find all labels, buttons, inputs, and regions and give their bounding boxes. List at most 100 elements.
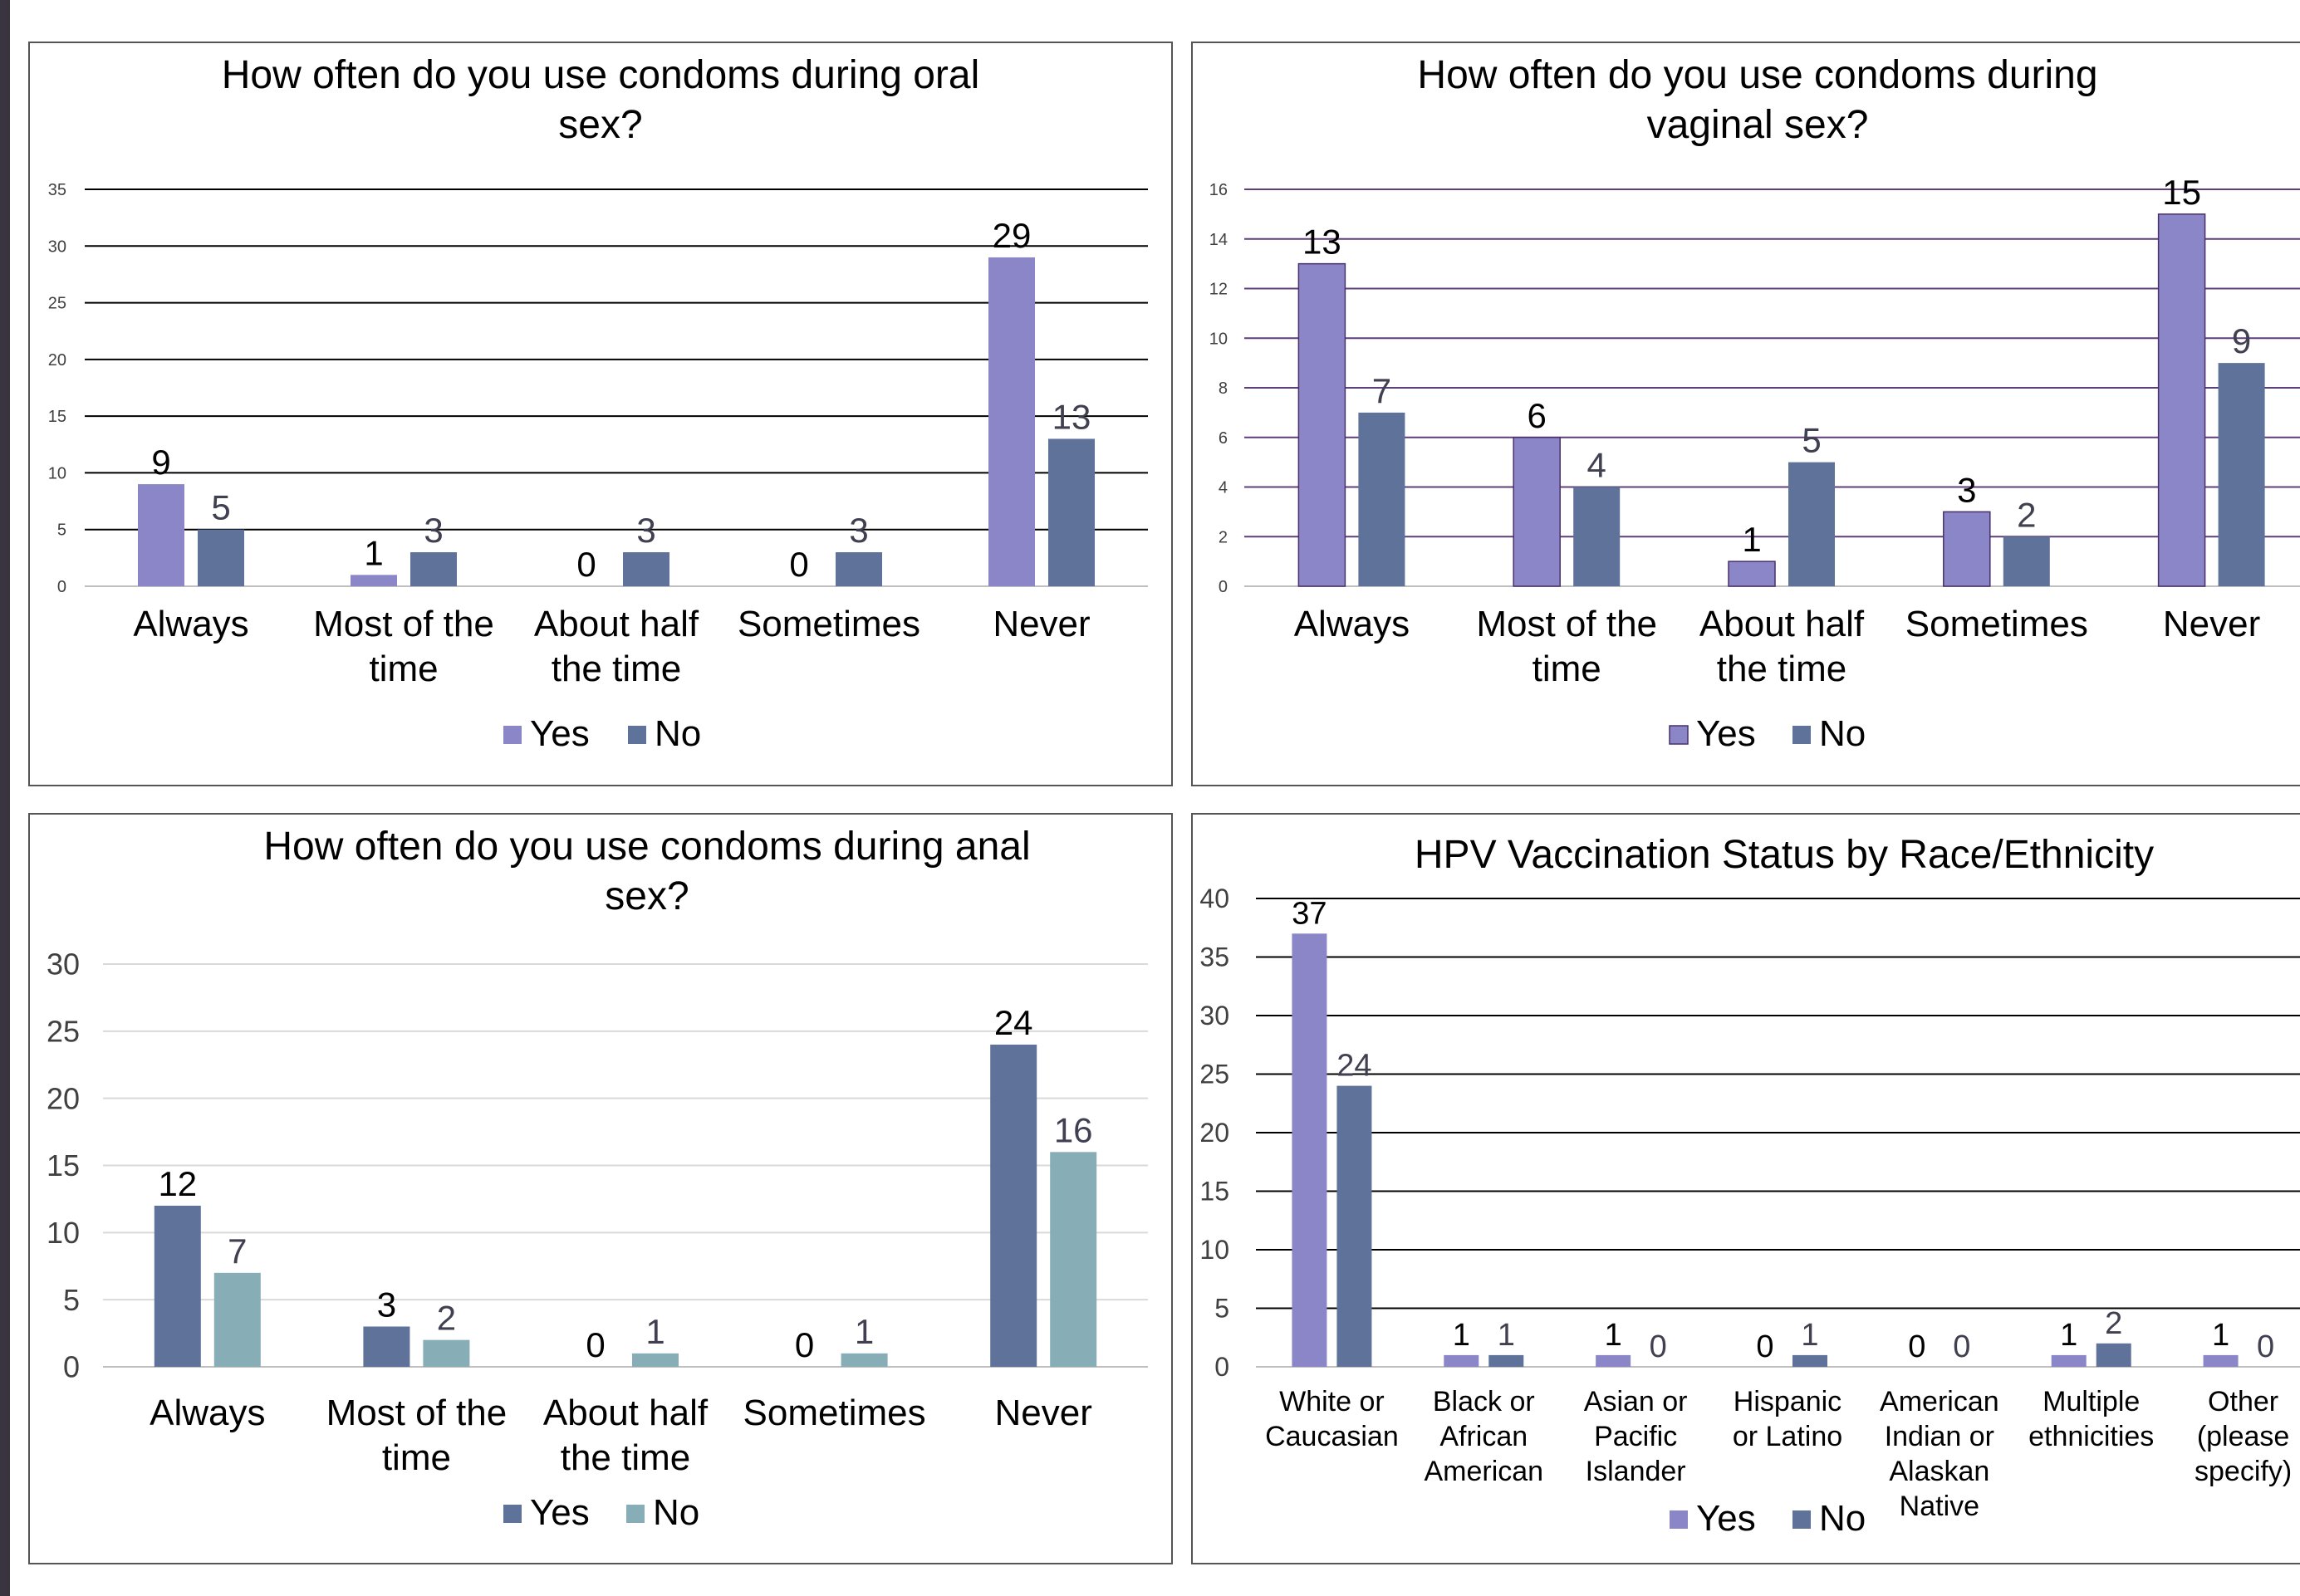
chart-anal-svg: How often do you use condoms during anal…: [47, 825, 1148, 1533]
data-label: 16: [1054, 1110, 1093, 1149]
data-label: 1: [1801, 1318, 1818, 1353]
chart-title: How often do you use condoms during anal…: [263, 825, 1030, 918]
y-tick-label: 5: [57, 521, 66, 540]
bar-yes: [1943, 511, 1991, 587]
data-label: 5: [1802, 421, 1821, 460]
x-category-label-line: (please: [2197, 1421, 2290, 1452]
x-category-label: American Indian or Alaskan Native: [1880, 1386, 1999, 1522]
data-label: 2: [2017, 495, 2036, 534]
chart-title: How often do you use condoms during oral…: [222, 53, 980, 147]
chart-hpv-svg: HPV Vaccination Status by Race/Ethnicity…: [1199, 833, 2300, 1539]
bar-no: [1336, 1085, 1372, 1367]
x-category-label-line: American: [1880, 1386, 1999, 1417]
chart-oral-svg: How often do you use condoms during oral…: [48, 53, 1148, 754]
data-label: 2: [2105, 1306, 2122, 1341]
y-tick-label: 14: [1209, 231, 1228, 249]
legend-swatch-yes: [1669, 725, 1689, 745]
y-tick-label: 20: [47, 1081, 80, 1115]
y-tick-label: 4: [1219, 479, 1228, 497]
x-category-label: Sometimes: [743, 1393, 926, 1433]
x-category-label-line: the time: [561, 1437, 691, 1478]
y-tick-label: 5: [1214, 1294, 1229, 1324]
data-label: 1: [1453, 1318, 1470, 1353]
data-label: 0: [789, 545, 808, 584]
legend-label-no: No: [1819, 713, 1866, 754]
y-tick-label: 15: [48, 408, 66, 426]
x-category-label: Always: [133, 604, 248, 644]
chart-title-line: vaginal sex?: [1647, 103, 1869, 147]
data-label: 1: [364, 533, 383, 572]
data-label: 13: [1052, 397, 1091, 436]
data-label: 4: [1587, 446, 1606, 485]
y-tick-label: 25: [47, 1014, 80, 1048]
data-label: 37: [1292, 896, 1327, 931]
data-label: 1: [1605, 1318, 1622, 1353]
bar-yes: [1297, 262, 1346, 587]
x-category-label-line: Sometimes: [738, 604, 920, 644]
bar-no: [423, 1339, 470, 1367]
y-tick-label: 0: [1214, 1352, 1229, 1382]
y-tick-label: 8: [1219, 379, 1228, 398]
y-tick-label: 30: [1199, 1001, 1229, 1031]
bar-no: [1050, 1152, 1097, 1367]
legend-label-no: No: [655, 713, 701, 754]
data-label: 3: [377, 1285, 396, 1324]
data-label: 0: [1650, 1329, 1667, 1364]
data-label: 24: [994, 1003, 1033, 1042]
y-tick-label: 2: [1219, 528, 1228, 546]
y-tick-label: 10: [47, 1216, 80, 1250]
bar-no: [213, 1272, 261, 1367]
bar-no: [2096, 1343, 2131, 1367]
x-category-label-line: Multiple: [2043, 1386, 2140, 1417]
data-label: 7: [228, 1231, 247, 1270]
bar-no: [198, 529, 244, 586]
x-category-label: Most of the time: [326, 1393, 508, 1478]
bar-yes: [2203, 1354, 2239, 1367]
y-tick-label: 6: [1219, 429, 1228, 448]
bar-yes: [1513, 437, 1561, 587]
data-label: 3: [424, 511, 443, 550]
x-category-label-line: White or: [1279, 1386, 1385, 1417]
x-category-label: Always: [1294, 604, 1410, 644]
x-category-label-line: Always: [150, 1393, 265, 1433]
x-category-label: Hispanic or Latino: [1733, 1386, 1842, 1452]
chart-title-line: HPV Vaccination Status by Race/Ethnicity: [1415, 833, 2154, 877]
data-label: 29: [993, 216, 1032, 255]
x-category-label-line: Most of the: [326, 1393, 508, 1433]
x-category-label: Never: [995, 1393, 1092, 1433]
data-label: 1: [855, 1312, 874, 1351]
bar-no: [632, 1353, 679, 1367]
y-tick-label: 15: [47, 1148, 80, 1182]
data-label: 1: [1498, 1318, 1515, 1353]
data-label: 9: [151, 443, 170, 482]
y-tick-label: 35: [48, 181, 66, 199]
bar-no: [836, 552, 882, 586]
data-label: 0: [576, 545, 596, 584]
y-tick-label: 10: [48, 464, 66, 482]
x-category-label-line: ethnicities: [2028, 1421, 2154, 1452]
x-category-label: Never: [2163, 604, 2260, 644]
x-category-label-line: time: [369, 649, 438, 689]
y-tick-label: 35: [1199, 942, 1229, 972]
y-tick-label: 30: [48, 237, 66, 256]
x-category-label-line: About half: [543, 1393, 709, 1433]
bar-yes: [363, 1326, 410, 1367]
x-category-label: White or Caucasian: [1265, 1386, 1399, 1452]
x-category-label-line: Always: [1294, 604, 1410, 644]
chart-title-line: How often do you use condoms during oral: [222, 53, 980, 97]
x-category-label-line: Never: [995, 1393, 1092, 1433]
x-category-label: Sometimes: [1905, 604, 2088, 644]
data-label: 3: [636, 511, 655, 550]
bar-no: [1358, 412, 1405, 586]
y-tick-label: 10: [1209, 330, 1228, 348]
chart-title-line: How often do you use condoms during anal: [263, 825, 1030, 869]
left-edge-strip: [0, 0, 10, 1596]
chart-title-line: sex?: [605, 874, 689, 918]
x-category-label: Most of the time: [313, 604, 494, 689]
legend-swatch-yes: [503, 726, 522, 744]
x-category-label-line: the time: [552, 649, 682, 689]
y-tick-label: 25: [1199, 1060, 1229, 1089]
data-label: 2: [437, 1299, 456, 1338]
legend-swatch-no: [1792, 1510, 1811, 1529]
data-label: 12: [158, 1164, 197, 1203]
